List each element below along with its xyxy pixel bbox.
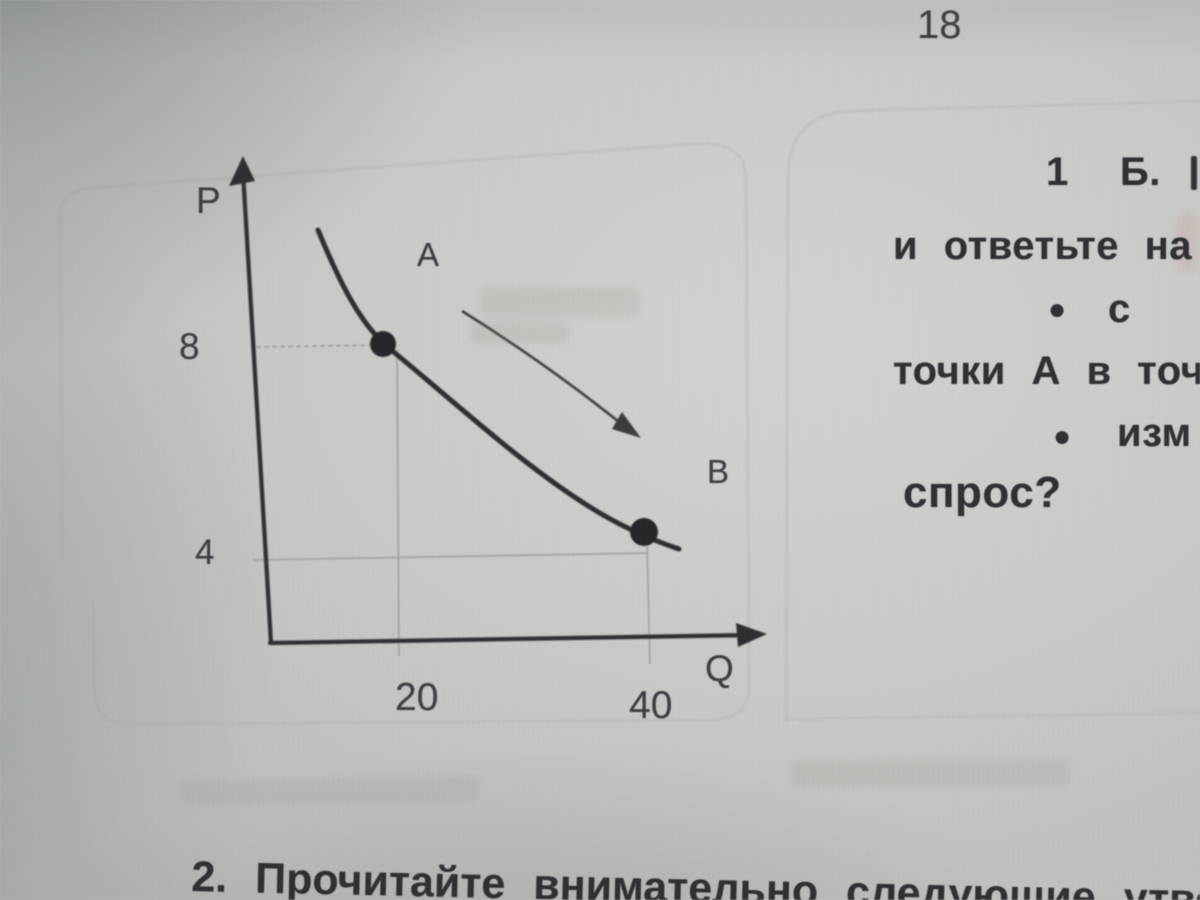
clipped-letter-artifact	[1191, 156, 1197, 190]
y-axis-arrowhead-icon	[229, 156, 255, 186]
point-b-label: B	[707, 453, 730, 490]
demand-curve	[315, 227, 682, 552]
movement-arrowhead-icon	[612, 412, 641, 438]
question-heading: 1 Б.	[1046, 150, 1161, 194]
bullet-icon: ●	[1048, 293, 1067, 326]
right-card-bottom-border	[785, 711, 1200, 721]
page-number: 18	[917, 3, 962, 47]
bullet-icon: ●	[1053, 420, 1072, 453]
x-axis-label: Q	[705, 648, 734, 689]
right-card-border	[784, 99, 1200, 723]
bleedthrough-artifact	[179, 775, 481, 807]
guide-lines	[252, 344, 651, 665]
question-line-2: и ответьте на	[893, 224, 1193, 268]
chart-card-border	[58, 142, 751, 726]
bullet-1-text: с ч	[1108, 287, 1131, 331]
point-a-marker	[370, 331, 396, 357]
x-axis-arrowhead-icon	[736, 623, 767, 647]
bullet-2-text: изм	[1117, 411, 1192, 455]
point-b-marker	[630, 518, 658, 546]
guide-price-8	[255, 344, 377, 348]
card-border-outlines	[58, 99, 1200, 726]
x-tick-20: 20	[395, 676, 439, 719]
bleedthrough-artifact	[1176, 213, 1198, 271]
y-axis-label: P	[196, 180, 221, 221]
guide-price-4	[252, 552, 650, 561]
x-tick-40: 40	[629, 684, 673, 727]
point-a-label: A	[417, 236, 440, 273]
y-axis	[240, 169, 274, 646]
bleedthrough-artifact	[480, 287, 640, 317]
y-tick-8: 8	[179, 326, 200, 367]
bleedthrough-artifact	[470, 322, 570, 344]
y-tick-4: 4	[195, 533, 215, 572]
bleedthrough-artifact	[790, 760, 1070, 786]
guide-quantity-20	[396, 349, 400, 657]
guide-quantity-40	[646, 540, 651, 665]
x-axis	[267, 632, 756, 646]
movement-arrow	[461, 309, 630, 432]
question-line-3: точки А в точ	[893, 349, 1200, 393]
question-line-4: спрос?	[903, 468, 1062, 517]
